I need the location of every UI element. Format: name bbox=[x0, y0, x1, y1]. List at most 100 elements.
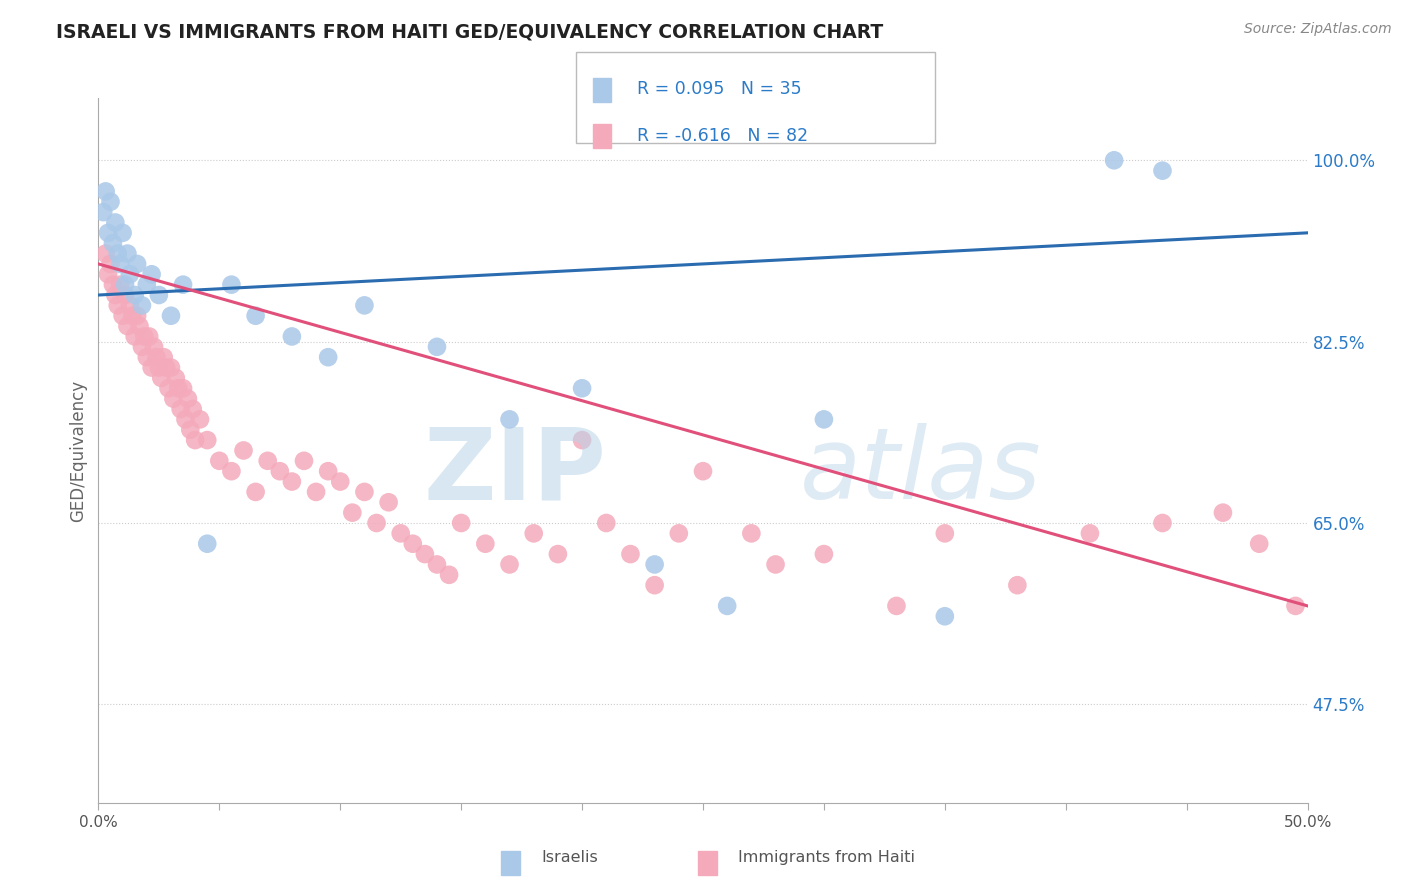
Point bbox=[143, 340, 166, 354]
Point bbox=[269, 464, 291, 478]
Point bbox=[141, 360, 163, 375]
Point bbox=[413, 547, 436, 561]
Point bbox=[114, 288, 136, 302]
Point bbox=[181, 402, 204, 417]
Point bbox=[111, 226, 134, 240]
Point bbox=[1152, 163, 1174, 178]
Point bbox=[595, 516, 617, 530]
Point bbox=[145, 350, 167, 364]
Point bbox=[165, 371, 187, 385]
Text: atlas: atlas bbox=[800, 423, 1042, 520]
Point bbox=[245, 309, 267, 323]
Point bbox=[150, 371, 173, 385]
Point bbox=[402, 537, 425, 551]
Point bbox=[104, 288, 127, 302]
Point bbox=[644, 558, 666, 572]
Point bbox=[184, 433, 207, 447]
Point bbox=[100, 194, 122, 209]
Point bbox=[141, 268, 163, 282]
Point bbox=[1212, 506, 1234, 520]
Point bbox=[128, 319, 150, 334]
Point bbox=[195, 537, 218, 551]
Point bbox=[426, 558, 449, 572]
Point bbox=[167, 381, 190, 395]
Point bbox=[245, 484, 267, 499]
Point bbox=[426, 340, 449, 354]
Point bbox=[1078, 526, 1101, 541]
Point bbox=[188, 412, 211, 426]
Point bbox=[177, 392, 200, 406]
Point bbox=[221, 277, 243, 292]
Point bbox=[813, 412, 835, 426]
Point bbox=[108, 257, 131, 271]
Text: Israelis: Israelis bbox=[541, 850, 598, 864]
Point bbox=[172, 277, 194, 292]
Text: Immigrants from Haiti: Immigrants from Haiti bbox=[738, 850, 915, 864]
Point bbox=[157, 381, 180, 395]
Point bbox=[195, 433, 218, 447]
Point bbox=[437, 567, 460, 582]
Point bbox=[94, 246, 117, 260]
Point bbox=[740, 526, 762, 541]
Point bbox=[547, 547, 569, 561]
Point bbox=[162, 392, 184, 406]
Point bbox=[131, 340, 153, 354]
Point bbox=[716, 599, 738, 613]
Point bbox=[281, 475, 304, 489]
Point bbox=[117, 246, 139, 260]
Point bbox=[94, 185, 117, 199]
Point bbox=[571, 381, 593, 395]
Point bbox=[342, 506, 364, 520]
Point bbox=[124, 329, 146, 343]
Point bbox=[179, 423, 201, 437]
Point bbox=[450, 516, 472, 530]
Point bbox=[232, 443, 254, 458]
Point bbox=[305, 484, 328, 499]
Point bbox=[474, 537, 496, 551]
Point bbox=[389, 526, 412, 541]
Point bbox=[111, 309, 134, 323]
Text: R = -0.616   N = 82: R = -0.616 N = 82 bbox=[637, 127, 808, 145]
Point bbox=[329, 475, 352, 489]
Point bbox=[174, 412, 197, 426]
Point bbox=[886, 599, 908, 613]
Point bbox=[138, 329, 160, 343]
Point bbox=[169, 402, 191, 417]
Point bbox=[107, 298, 129, 312]
Point bbox=[353, 484, 375, 499]
Point bbox=[208, 454, 231, 468]
Point bbox=[934, 526, 956, 541]
Point bbox=[108, 277, 131, 292]
Point bbox=[97, 268, 120, 282]
Point bbox=[127, 309, 149, 323]
Point bbox=[160, 309, 183, 323]
Point bbox=[571, 433, 593, 447]
Point bbox=[692, 464, 714, 478]
Point bbox=[256, 454, 278, 468]
Point bbox=[668, 526, 690, 541]
Point bbox=[292, 454, 315, 468]
Point bbox=[172, 381, 194, 395]
Point bbox=[131, 298, 153, 312]
Point bbox=[1102, 153, 1125, 168]
Point bbox=[619, 547, 641, 561]
Point bbox=[91, 205, 114, 219]
Point bbox=[97, 226, 120, 240]
Point bbox=[1152, 516, 1174, 530]
Point bbox=[118, 298, 141, 312]
Point bbox=[353, 298, 375, 312]
Point bbox=[114, 277, 136, 292]
Point bbox=[316, 464, 339, 478]
Point bbox=[366, 516, 388, 530]
Point bbox=[107, 246, 129, 260]
Point bbox=[148, 288, 170, 302]
Point bbox=[152, 350, 174, 364]
Point bbox=[155, 360, 177, 375]
Point bbox=[377, 495, 399, 509]
Point bbox=[135, 277, 157, 292]
Point bbox=[523, 526, 546, 541]
Point bbox=[1007, 578, 1029, 592]
Point bbox=[316, 350, 339, 364]
Text: ZIP: ZIP bbox=[423, 423, 606, 520]
Point bbox=[1249, 537, 1271, 551]
